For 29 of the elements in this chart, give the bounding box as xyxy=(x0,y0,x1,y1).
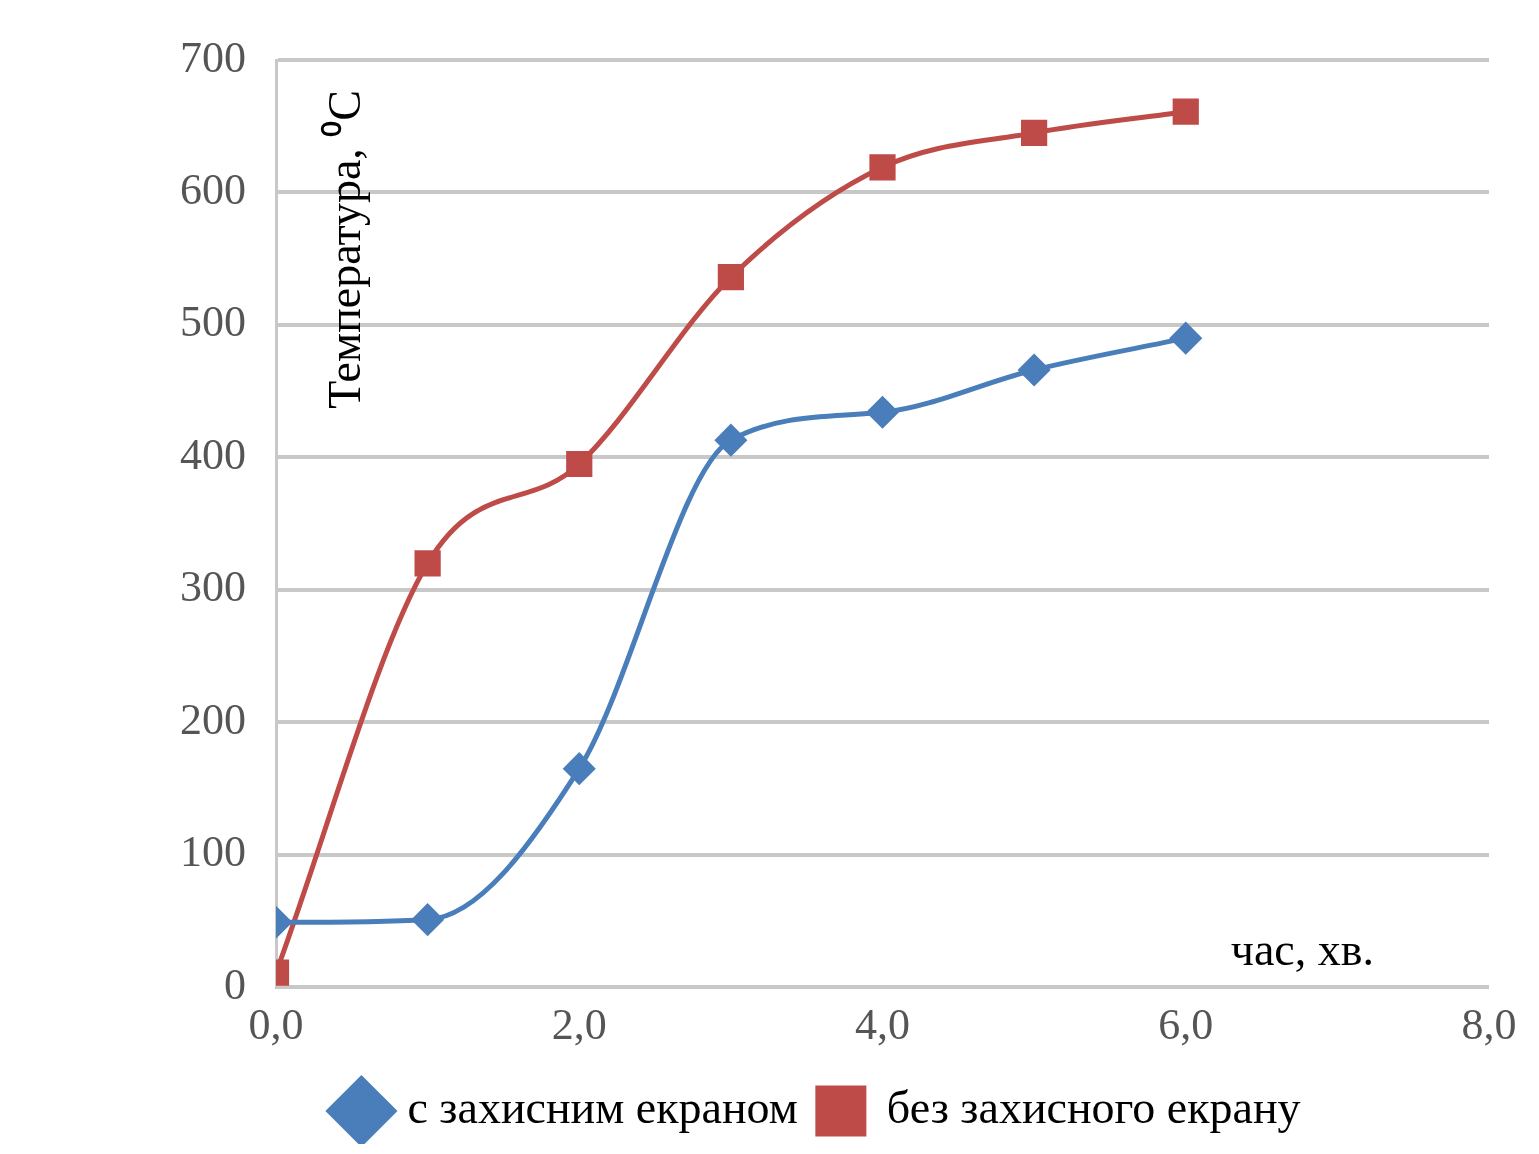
point xyxy=(414,550,441,577)
point xyxy=(867,396,898,428)
point xyxy=(1170,322,1202,354)
legend-label: без захисного екрану xyxy=(886,1082,1301,1134)
point xyxy=(715,424,747,456)
point xyxy=(869,154,896,181)
y-tick-label: 600 xyxy=(180,165,246,215)
x-axis-title: час, хв. xyxy=(1230,924,1374,976)
point xyxy=(563,753,595,785)
point xyxy=(1172,98,1199,125)
y-axis-title: Температура, ⁰C xyxy=(319,90,371,409)
point xyxy=(566,450,593,478)
point xyxy=(717,264,744,291)
y-tick-label: 100 xyxy=(180,827,246,877)
x-tick-label: 0,0 xyxy=(248,1000,304,1050)
y-tick-label: 200 xyxy=(180,694,246,744)
x-tick-label: 4,0 xyxy=(855,1000,910,1050)
y-tick-label: 500 xyxy=(180,297,246,347)
y-tick-label: 300 xyxy=(180,562,246,612)
legend-label: с захисним екраном xyxy=(407,1082,798,1134)
x-tick-label: 8,0 xyxy=(1461,1000,1517,1050)
y-tick-label: 400 xyxy=(180,429,246,479)
x-tick-label: 6,0 xyxy=(1158,1000,1214,1050)
point xyxy=(1018,354,1050,386)
point xyxy=(412,904,444,936)
point xyxy=(1021,119,1048,146)
x-tick-label: 2,0 xyxy=(551,1000,607,1050)
y-tick-label: 0 xyxy=(224,959,246,1009)
y-tick-label: 700 xyxy=(180,32,246,82)
